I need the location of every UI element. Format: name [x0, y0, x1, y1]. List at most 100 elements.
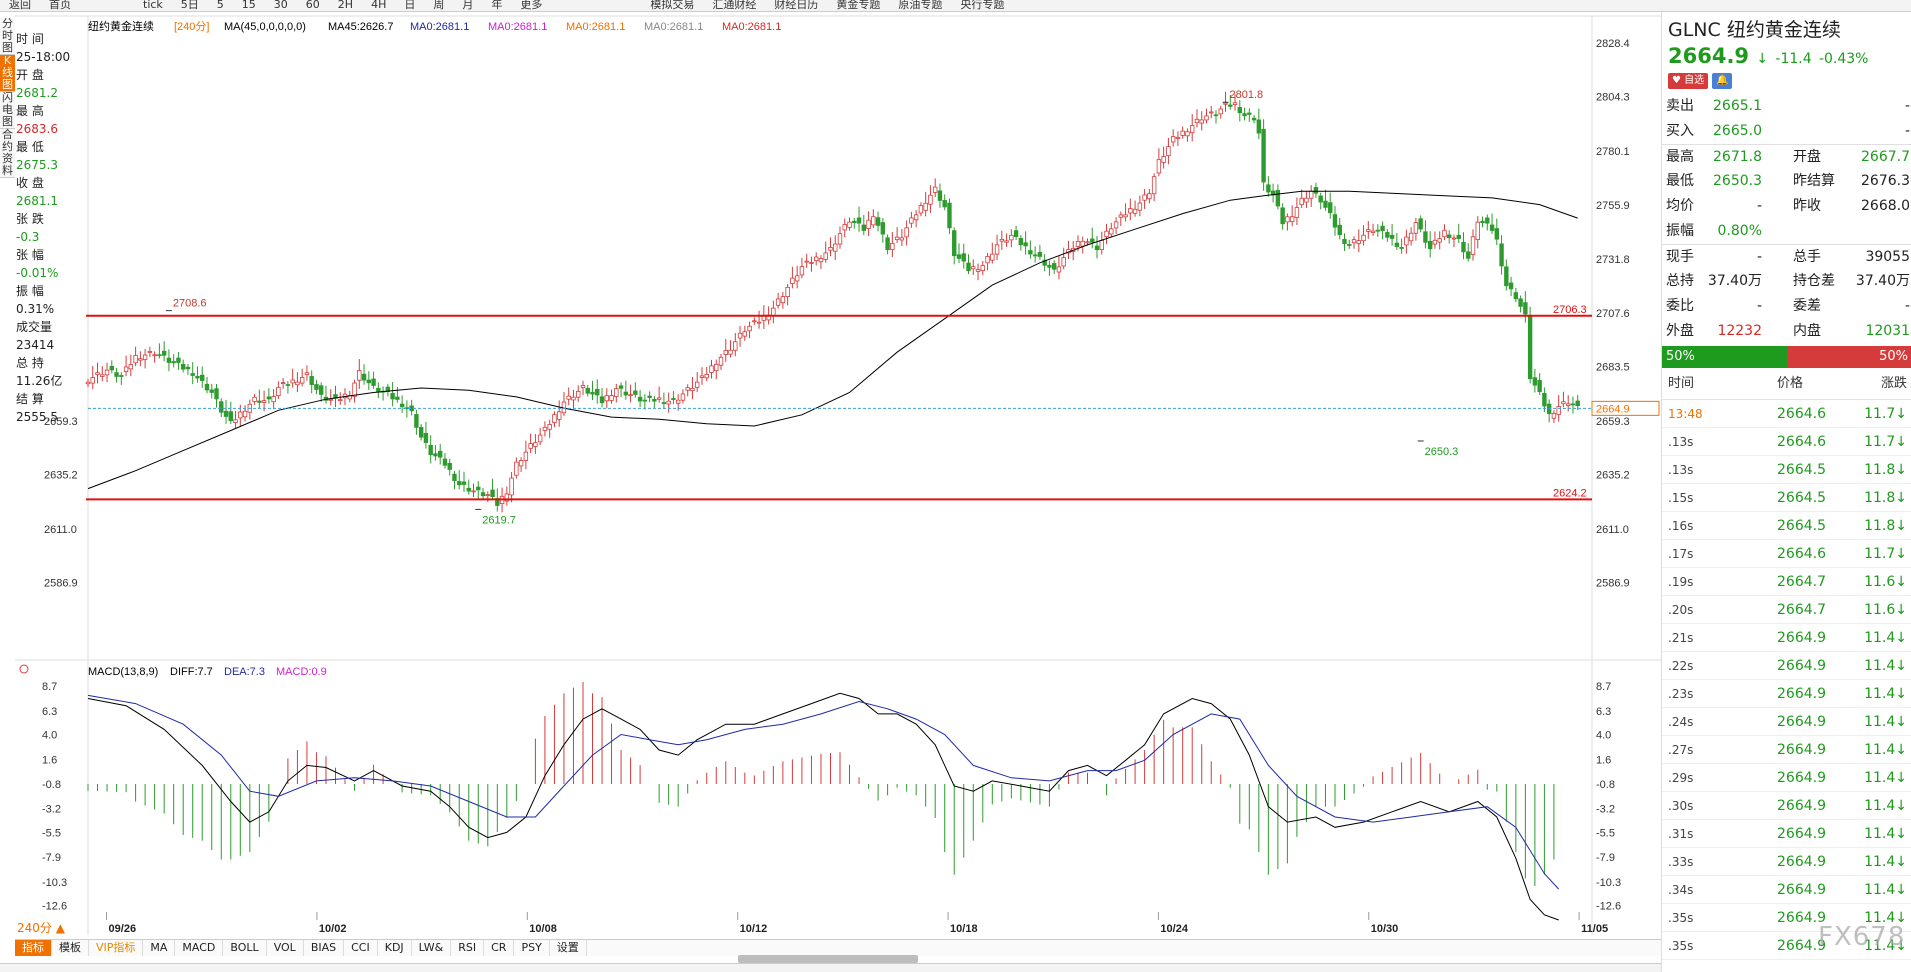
- candle-body: [290, 379, 295, 384]
- indicator-tab[interactable]: 指标: [15, 940, 52, 956]
- tick-cell: 2664.9: [1777, 938, 1826, 954]
- candle-body: [161, 350, 167, 356]
- x-tick-label: 10/08: [529, 923, 557, 935]
- tick-row[interactable]: .34s 2664.9 11.4↓: [1662, 876, 1911, 904]
- candle-body: [200, 374, 205, 381]
- indicator-tab[interactable]: MACD: [175, 940, 224, 956]
- toolbar-item[interactable]: 模拟交易: [650, 0, 695, 11]
- candle-body: [971, 266, 976, 270]
- toolbar-item[interactable]: 30: [273, 0, 288, 11]
- left-tab[interactable]: 分时图: [0, 17, 15, 55]
- quote-cell: 最低: [1666, 173, 1694, 189]
- tick-row[interactable]: .30s 2664.9 11.4↓: [1662, 792, 1911, 820]
- tick-row[interactable]: .20s 2664.7 11.6↓: [1662, 596, 1911, 624]
- toolbar-item[interactable]: 月: [462, 0, 474, 11]
- tick-row[interactable]: .35s 2664.9 11.4↓: [1662, 904, 1911, 932]
- toolbar-item[interactable]: 5: [216, 0, 224, 11]
- tick-row[interactable]: 13:48 2664.6 11.7↓: [1662, 400, 1911, 428]
- indicator-tab[interactable]: LW&: [412, 940, 452, 956]
- tick-row[interactable]: .29s 2664.9 11.4↓: [1662, 764, 1911, 792]
- indicator-tab[interactable]: VOL: [267, 940, 304, 956]
- tick-row[interactable]: .27s 2664.9 11.4↓: [1662, 736, 1911, 764]
- info-value: 2555.5: [16, 410, 58, 424]
- indicator-tab[interactable]: BOLL: [223, 940, 267, 956]
- toolbar-item[interactable]: 60: [305, 0, 320, 11]
- toolbar-item[interactable]: 5日: [180, 0, 199, 11]
- favorite-button[interactable]: ♥ 自选: [1668, 73, 1709, 89]
- tick-row[interactable]: .17s 2664.6 11.7↓: [1662, 540, 1911, 568]
- kline-chart[interactable]: 2828.4 2804.3 2780.1 2755.9 2731.8 2707.6 2683…: [0, 0, 1661, 960]
- toolbar-item[interactable]: 4H: [371, 0, 387, 11]
- candle-body: [842, 224, 847, 231]
- indicator-tab[interactable]: CR: [484, 940, 515, 956]
- indicator-tab[interactable]: 模板: [52, 940, 89, 956]
- candle-body: [718, 356, 724, 366]
- info-value: 2675.3: [16, 158, 58, 172]
- ma-legend-item: MA(45,0,0,0,0,0): [224, 21, 306, 33]
- candle-body: [1118, 214, 1124, 218]
- toolbar-item[interactable]: 首页: [49, 0, 71, 11]
- candle-body: [756, 321, 762, 324]
- toolbar-item[interactable]: 原油专题: [898, 0, 943, 11]
- quote-cell: 37.40万: [1855, 273, 1910, 289]
- candle-body: [438, 450, 443, 458]
- tick-cell: 11.6↓: [1864, 574, 1907, 590]
- toolbar-item[interactable]: 2H: [337, 0, 354, 11]
- indicator-tab[interactable]: MA: [143, 940, 176, 956]
- candle-body: [937, 190, 943, 201]
- tick-row[interactable]: .33s 2664.9 11.4↓: [1662, 848, 1911, 876]
- tick-row[interactable]: .21s 2664.9 11.4↓: [1662, 624, 1911, 652]
- candle-body: [580, 385, 586, 388]
- left-tab[interactable]: K线图: [0, 54, 15, 92]
- toolbar-item[interactable]: 汇通财经: [712, 0, 757, 11]
- tick-cell: 11.8↓: [1864, 490, 1907, 506]
- tick-row[interactable]: .15s 2664.5 11.8↓: [1662, 484, 1911, 512]
- tick-row[interactable]: .24s 2664.9 11.4↓: [1662, 708, 1911, 736]
- candle-body: [614, 388, 619, 397]
- tick-row[interactable]: .22s 2664.9 11.4↓: [1662, 652, 1911, 680]
- period-selector[interactable]: 240分 ▲: [17, 921, 65, 935]
- tick-row[interactable]: .16s 2664.5 11.8↓: [1662, 512, 1911, 540]
- toolbar-item[interactable]: 返回: [9, 0, 31, 11]
- candle-body: [423, 433, 429, 443]
- tick-table[interactable]: 13:48 2664.6 11.7↓ .13s 2664.6 11.7↓ .13s 2664.…: [1662, 400, 1911, 960]
- candle-body: [485, 494, 490, 497]
- indicator-tab[interactable]: VIP指标: [89, 940, 144, 956]
- extreme-label: 2801.8: [1230, 89, 1264, 101]
- toolbar-item[interactable]: 年: [491, 0, 503, 11]
- toolbar-item[interactable]: 央行专题: [960, 0, 1005, 11]
- chart-scroll-thumb[interactable]: [738, 955, 918, 963]
- tick-row[interactable]: .19s 2664.7 11.6↓: [1662, 568, 1911, 596]
- toolbar-item[interactable]: 财经日历: [774, 0, 819, 11]
- candle-body: [818, 258, 824, 263]
- quote-panel: GLNC 纽约黄金连续 2664.9 ↓ -11.4 -0.43% ♥ 自选 🔔…: [1661, 12, 1911, 972]
- indicator-tab[interactable]: 设置: [550, 940, 587, 956]
- macd-legend-item: MACD(13,8,9): [88, 666, 158, 678]
- toolbar-item[interactable]: tick: [143, 0, 163, 11]
- toolbar-item[interactable]: 黄金专题: [836, 0, 881, 11]
- indicator-tab[interactable]: KDJ: [378, 940, 412, 956]
- indicator-tab[interactable]: CCI: [344, 940, 378, 956]
- tick-row[interactable]: .31s 2664.9 11.4↓: [1662, 820, 1911, 848]
- toolbar-item[interactable]: 更多: [520, 0, 543, 11]
- toolbar-item[interactable]: 周: [433, 0, 445, 11]
- indicator-tab[interactable]: BIAS: [304, 940, 345, 956]
- tick-row[interactable]: .23s 2664.9 11.4↓: [1662, 680, 1911, 708]
- tick-row[interactable]: .13s 2664.6 11.7↓: [1662, 428, 1911, 456]
- left-view-tabs: 分时图 K线图 闪电图 合约资料: [0, 18, 15, 233]
- info-label: 总 持: [16, 356, 44, 370]
- candle-body: [1080, 240, 1085, 247]
- quote-cell: 37.40万: [1707, 273, 1762, 289]
- indicator-tab[interactable]: PSY: [514, 940, 550, 956]
- toolbar-item[interactable]: 日: [404, 0, 416, 11]
- tick-row[interactable]: .35s 2664.9 11.4↓: [1662, 932, 1911, 960]
- indicator-tab[interactable]: RSI: [451, 940, 485, 956]
- left-tab[interactable]: 闪电图: [0, 91, 15, 129]
- tick-row[interactable]: .13s 2664.5 11.8↓: [1662, 456, 1911, 484]
- candle-body: [1180, 130, 1185, 136]
- toolbar-item[interactable]: 15: [241, 0, 256, 11]
- bell-icon[interactable]: 🔔: [1711, 73, 1733, 89]
- info-label: 收 盘: [16, 176, 44, 190]
- left-tab[interactable]: 合约资料: [0, 128, 15, 178]
- candle-body: [1508, 282, 1514, 290]
